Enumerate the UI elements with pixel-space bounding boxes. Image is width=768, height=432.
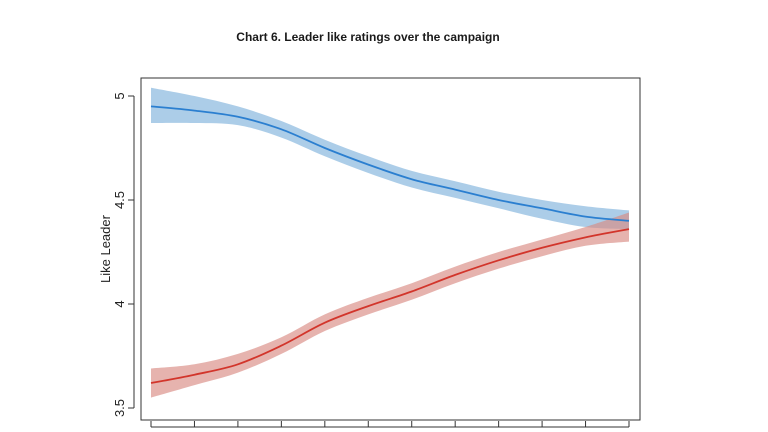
confidence-band-1	[151, 87, 629, 230]
plot-frame	[140, 77, 641, 421]
series-lines	[150, 105, 630, 384]
series-line-1	[150, 105, 630, 222]
y-axis-label: Like Leader	[98, 214, 113, 283]
y-tick-label: 5	[112, 92, 127, 99]
y-tick-label: 4.5	[112, 191, 127, 209]
y-tick-label: 3.5	[112, 399, 127, 417]
series-line-2	[150, 228, 630, 384]
confidence-bands	[151, 87, 629, 398]
chart-title: Chart 6. Leader like ratings over the ca…	[236, 30, 500, 44]
confidence-band-2	[151, 212, 629, 398]
y-tick-label: 4	[112, 300, 127, 307]
y-axis: 3.5 4 4.5 5	[112, 92, 135, 417]
x-axis	[150, 421, 630, 428]
